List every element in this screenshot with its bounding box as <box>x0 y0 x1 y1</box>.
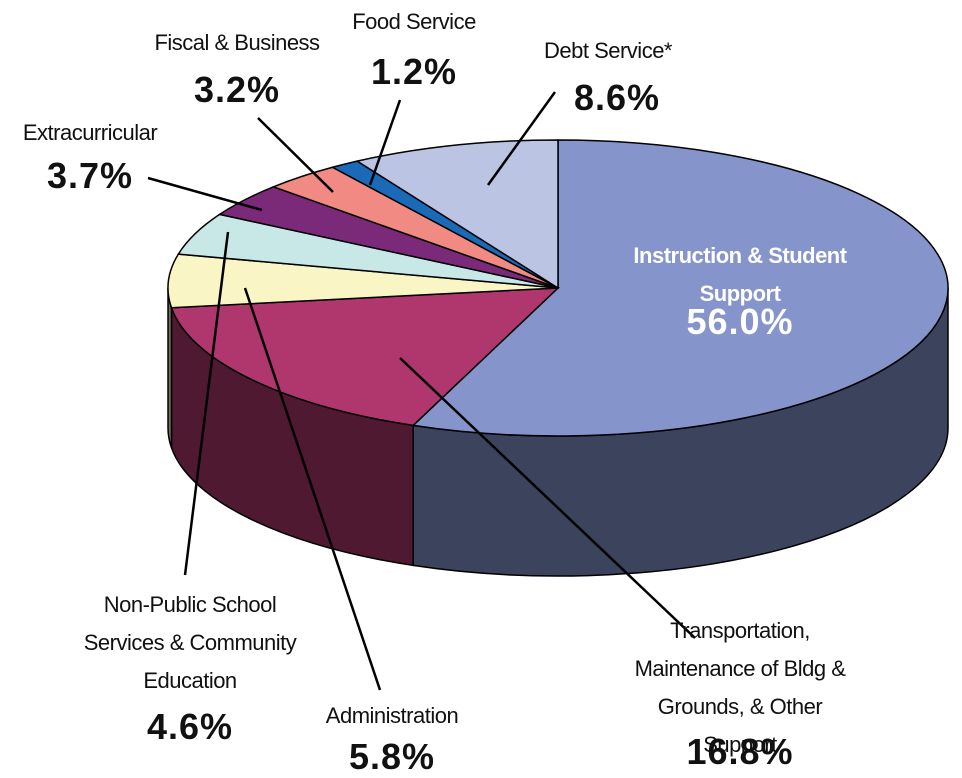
slice-label: Fiscal & Business <box>154 30 320 55</box>
slice-label: Instruction & Student Support <box>633 243 847 306</box>
value-label: 1.2% <box>370 51 458 92</box>
value-label: 3.2% <box>193 69 281 110</box>
value-label: 5.8% <box>348 736 436 777</box>
slice <box>167 253 559 309</box>
slice-label: Transportation, Maintenance of Bldg & Gr… <box>634 618 846 757</box>
leader-line <box>257 117 334 193</box>
slice-label: Food Service <box>352 9 476 34</box>
slice <box>170 287 560 427</box>
slice-label: Debt Service* <box>543 38 673 63</box>
slice-label: Non-Public School Services & Community E… <box>83 592 297 693</box>
value-label: 4.6% <box>146 706 234 747</box>
value-label: 3.7% <box>46 155 134 196</box>
slice-label: Administration <box>325 703 459 728</box>
leader-line <box>147 176 263 212</box>
slice <box>355 139 559 290</box>
leader-line <box>183 231 230 576</box>
leader-line <box>486 91 557 186</box>
slice-label: Extracurricular <box>22 120 158 145</box>
value-label: 56.0% <box>686 301 794 342</box>
value-label: 16.8% <box>686 731 794 772</box>
leader-line <box>368 99 402 186</box>
slice-side <box>167 287 173 448</box>
leader-line <box>399 357 696 639</box>
slice <box>411 139 949 437</box>
value-label: 8.6% <box>573 77 661 118</box>
leader-line <box>243 287 382 691</box>
